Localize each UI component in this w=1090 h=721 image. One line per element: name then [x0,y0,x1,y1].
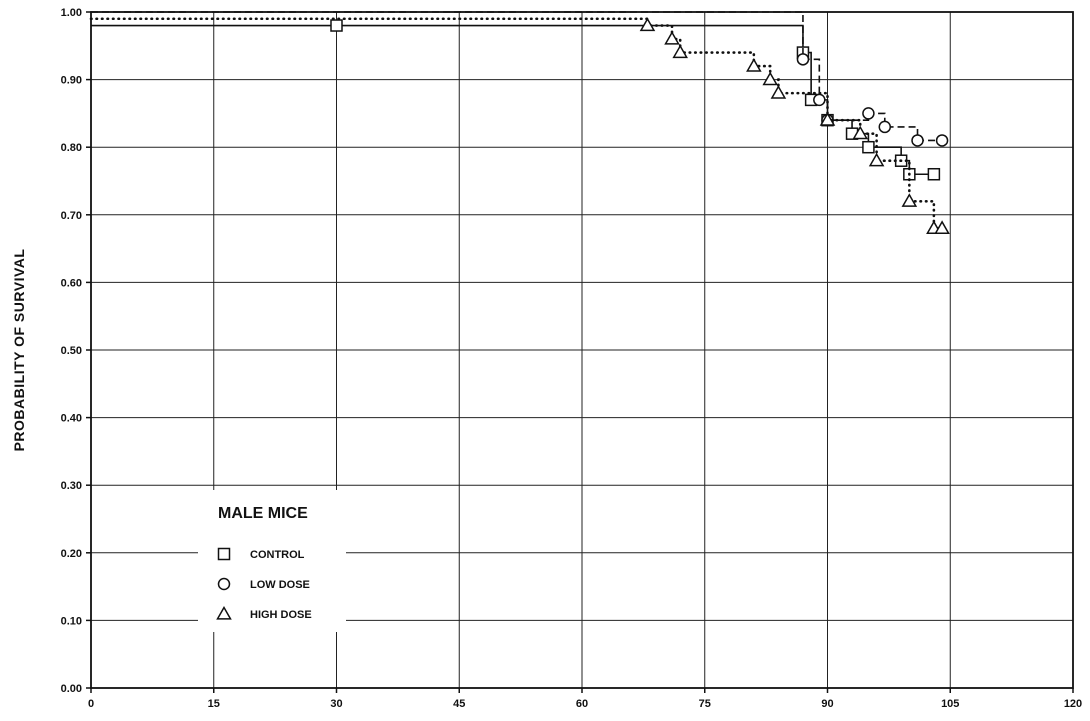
series-layer [89,11,950,234]
y-tick-label: 1.00 [61,7,82,19]
x-tick-label: 90 [821,698,833,710]
series-control [91,19,941,181]
x-tick-label: 75 [699,698,711,710]
y-tick-label: 0.50 [61,345,82,357]
data-point-high-dose [664,31,680,45]
x-tick-label: 15 [208,698,220,710]
legend-title: MALE MICE [218,505,308,522]
data-point-high-dose [852,125,869,140]
legend-marker-low-dose [217,577,231,591]
data-point-low-dose [935,134,949,147]
x-tick-label: 0 [88,698,94,710]
legend-marker-high-dose [216,605,232,620]
legend: MALE MICE CONTROL LOW DOSE HIGH DOSE [198,490,346,632]
data-point-low-dose [911,134,924,147]
data-point-control [862,140,875,154]
data-point-high-dose [819,112,836,126]
data-point-high-dose [901,193,918,207]
axes: 0 15 30 45 60 75 90 105 120 0.00 0.10 0.20 0.30 0.40 0… [11,7,1082,710]
data-point-high-dose [746,58,762,72]
legend-marker-control [217,547,231,561]
x-tick-label: 60 [576,698,588,710]
data-point-high-dose [672,44,688,59]
data-point-control [927,167,941,181]
data-point-low-dose [878,120,892,134]
y-tick-label: 0.40 [61,413,82,425]
y-tick-label: 0.30 [61,480,82,492]
legend-label: HIGH DOSE [250,609,312,621]
y-axis-title: PROBABILITY OF SURVIVAL [11,249,27,452]
data-point-low-dose [796,53,810,66]
y-tick-label: 0.10 [61,615,82,627]
legend-label: LOW DOSE [250,579,310,591]
y-tick-label: 0.00 [61,683,82,695]
x-tick-label: 30 [330,698,342,710]
data-point-low-dose [862,107,875,120]
x-tick-label: 45 [453,698,465,710]
x-tick-label: 105 [941,698,959,710]
data-point-high-dose [934,220,950,234]
legend-label: CONTROL [250,549,305,561]
series-high-dose [89,17,950,234]
series-line-high-dose [89,17,944,230]
series-low-dose [91,11,949,147]
data-point-control [330,19,343,32]
y-tick-label: 0.20 [61,548,82,560]
y-tick-label: 0.90 [61,75,82,87]
y-tick-label: 0.80 [61,142,82,154]
series-line-low-dose [91,11,943,142]
data-point-high-dose [770,85,787,99]
data-point-low-dose [813,93,826,107]
y-tick-label: 0.70 [61,210,82,222]
data-point-high-dose [868,152,885,167]
data-point-high-dose [639,17,656,32]
y-tick-label: 0.60 [61,277,82,289]
data-point-high-dose [762,71,779,86]
x-tick-label: 120 [1064,698,1082,710]
